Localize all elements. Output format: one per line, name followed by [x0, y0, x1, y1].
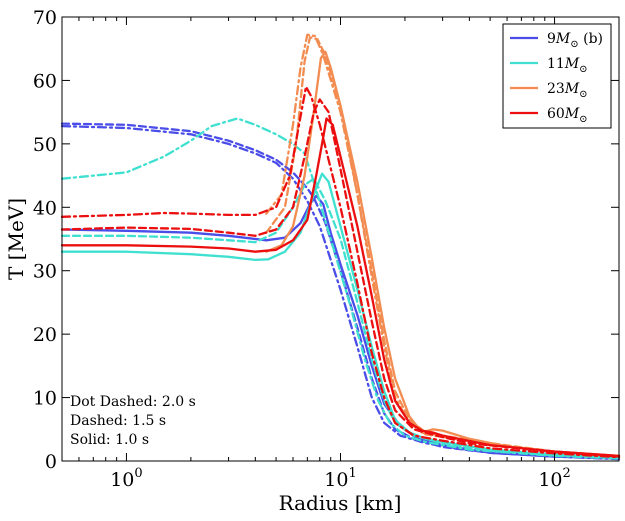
- y-tick-label: 20: [33, 324, 57, 346]
- x-tick-label: 102: [538, 466, 570, 491]
- series-23-dotdash-line: [265, 33, 621, 458]
- series-60-dotdash-line: [60, 85, 621, 459]
- series-60-dashed-line: [60, 98, 621, 458]
- y-tick-label: 0: [45, 451, 57, 473]
- legend: 9M⊙ (b) 11M⊙ 23M⊙ 60M⊙: [502, 23, 612, 129]
- series-60-solid-line: [60, 117, 621, 458]
- time-annotations: Dot Dashed: 2.0 s Dashed: 1.5 s Solid: 1…: [70, 394, 196, 448]
- legend-label-23: 23M⊙: [547, 81, 588, 100]
- annotation-dotdashed: Dot Dashed: 2.0 s: [70, 394, 196, 410]
- y-tick-label: 40: [33, 197, 57, 219]
- series-23-solid-line: [265, 50, 621, 458]
- y-tick-label: 60: [33, 70, 57, 92]
- y-tick-label: 30: [33, 261, 57, 283]
- x-tick-label: 101: [324, 466, 356, 491]
- y-axis-label: T [MeV]: [4, 198, 28, 280]
- legend-box: [502, 23, 612, 129]
- tick-marks: [61, 16, 620, 462]
- legend-label-11: 11M⊙: [547, 56, 588, 75]
- annotation-solid: Solid: 1.0 s: [70, 432, 149, 448]
- y-tick-label: 50: [33, 134, 57, 156]
- y-tick-label: 10: [33, 388, 57, 410]
- annotation-dashed: Dashed: 1.5 s: [70, 413, 166, 429]
- curves-layer: [60, 33, 621, 461]
- legend-label-9: 9M⊙ (b): [547, 31, 603, 50]
- x-axis-label: Radius [km]: [279, 491, 402, 515]
- y-tick-label: 70: [33, 7, 57, 29]
- legend-label-60: 60M⊙: [547, 106, 588, 125]
- x-tick-label: 100: [110, 466, 142, 491]
- series-11-dashed-line: [60, 177, 621, 459]
